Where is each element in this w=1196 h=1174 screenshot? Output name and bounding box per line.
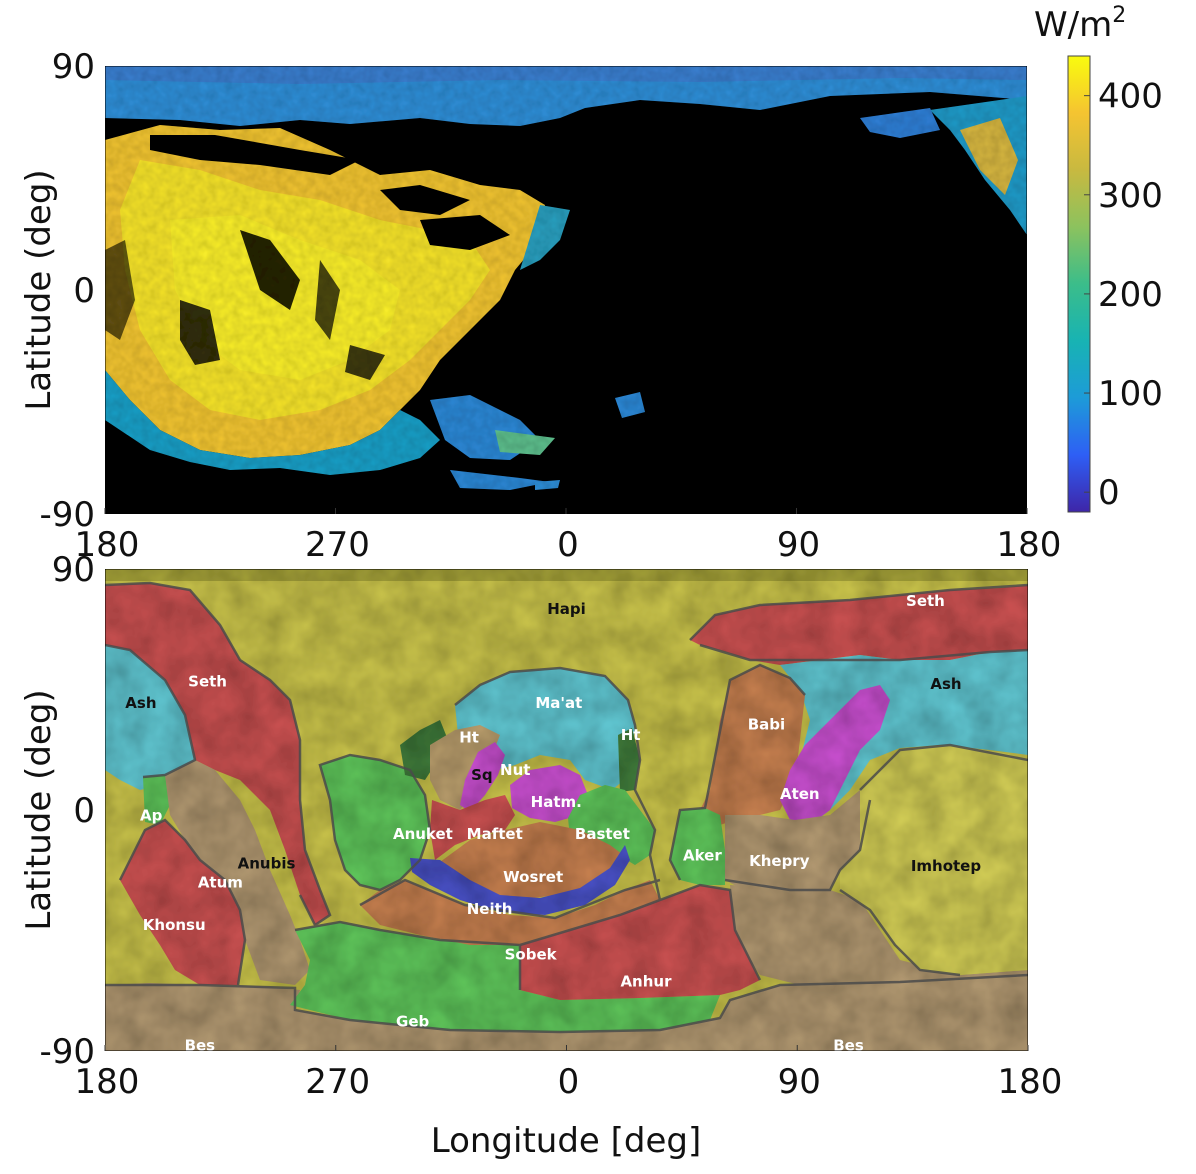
region-label-ht: Ht xyxy=(459,729,479,747)
flux-map-x-tick-label: 90 xyxy=(777,525,820,565)
region-label-seth: Seth xyxy=(188,672,227,690)
region-map-y-ticks: 90 0 -90 xyxy=(39,550,95,1072)
flux-map-x-tick-label: 270 xyxy=(305,525,370,565)
region-area-geb xyxy=(290,922,720,1032)
region-label-seth: Seth xyxy=(906,592,945,610)
region-area-atum xyxy=(165,760,310,985)
colorbar-tick-label: 100 xyxy=(1098,374,1163,414)
region-label-hapi: Hapi xyxy=(547,600,586,618)
region-area-ht-west xyxy=(400,720,448,780)
region-area-ap xyxy=(143,775,170,825)
flux-map-image xyxy=(105,66,1027,514)
flux-map-x-ticks: 180 270 0 90 180 xyxy=(75,508,1062,565)
region-label-bastet: Bastet xyxy=(575,825,630,843)
region-label-babi: Babi xyxy=(748,715,785,733)
region-map-x-tick-label: 0 xyxy=(558,1062,580,1102)
region-area-aker xyxy=(670,808,725,885)
region-area-aten xyxy=(780,685,890,825)
region-area-maftet xyxy=(430,795,515,860)
region-label-ash: Ash xyxy=(930,675,961,693)
region-label-aker: Aker xyxy=(683,847,722,865)
flux-map-y-ticks: 90 0 -90 xyxy=(39,47,95,535)
region-label-anhur: Anhur xyxy=(620,972,672,990)
region-label-khonsu: Khonsu xyxy=(143,916,206,934)
flux-map-x-tick-label: 180 xyxy=(997,525,1062,565)
region-area-hatmehit xyxy=(510,765,588,822)
colorbar: 400 300 200 100 0 W/m2 xyxy=(1034,3,1163,513)
colorbar-ticks: 400 300 200 100 0 xyxy=(1084,77,1163,513)
region-map-y-tick-label: 0 xyxy=(73,791,95,831)
region-label-khepry: Khepry xyxy=(749,852,810,870)
region-label-imhotep: Imhotep xyxy=(911,857,982,875)
flux-map-x-tick-label: 180 xyxy=(75,525,140,565)
region-label-bes: Bes xyxy=(185,1037,216,1055)
region-area-imhotep xyxy=(840,745,1028,975)
region-area-bes-east xyxy=(730,885,1028,985)
region-boundaries xyxy=(105,581,1028,1034)
region-label-bes: Bes xyxy=(833,1037,864,1055)
region-area-khonsu xyxy=(120,820,245,985)
region-area-nut xyxy=(460,742,505,812)
colorbar-tick-label: 400 xyxy=(1098,77,1163,117)
region-area-neith xyxy=(410,845,630,915)
region-label-aten: Aten xyxy=(780,785,820,803)
colorbar-tick-label: 300 xyxy=(1098,176,1163,216)
region-label-ht: Ht xyxy=(621,726,641,744)
region-map-y-tick-label: -90 xyxy=(39,1032,95,1072)
region-map-image xyxy=(105,569,1028,1051)
region-area-ash-west xyxy=(105,645,195,790)
region-label-ap: Ap xyxy=(140,806,163,824)
region-label-nut: Nut xyxy=(500,761,530,779)
region-area-wosret xyxy=(440,822,630,900)
region-map-x-tick-label: 180 xyxy=(998,1062,1063,1102)
flux-map-y-tick-label: 0 xyxy=(73,271,95,311)
colorbar-tick-label: 200 xyxy=(1098,275,1163,315)
region-map-y-tick-label: 90 xyxy=(52,550,95,590)
region-shapes xyxy=(105,569,1028,1051)
region-label-neith: Neith xyxy=(467,900,513,918)
region-label-hatm: Hatm. xyxy=(531,793,582,811)
region-area-khepry xyxy=(725,790,870,890)
region-area-babi xyxy=(680,665,805,850)
flux-map-y-axis-label: Latitude (deg) xyxy=(19,169,59,410)
region-map-x-axis-label: Longitude [deg] xyxy=(431,1121,702,1161)
region-map-y-axis-label: Latitude (deg) xyxy=(19,689,59,930)
colorbar-unit: W/m2 xyxy=(1034,3,1126,45)
region-area-bes xyxy=(105,975,1028,1051)
region-label-sq: Sq xyxy=(471,766,493,784)
flux-map-panel: 180 270 0 90 180 90 0 -90 Latitude (deg) 400 30… xyxy=(19,3,1163,565)
flux-illuminated-area xyxy=(105,66,1027,490)
colorbar-tick-label: 0 xyxy=(1098,473,1120,513)
region-map-x-tick-label: 90 xyxy=(778,1062,821,1102)
region-area-ht-east xyxy=(618,728,640,792)
region-label-sobek: Sobek xyxy=(505,946,558,964)
region-area-sq xyxy=(430,725,500,810)
colorbar-gradient xyxy=(1067,55,1091,513)
region-area-sobek xyxy=(360,880,660,945)
region-map-x-ticks: 180 270 0 90 180 xyxy=(75,1045,1063,1102)
region-map-x-tick-label: 270 xyxy=(305,1062,370,1102)
region-area-anuket xyxy=(320,755,430,890)
region-area-seth-west xyxy=(105,583,330,925)
region-label-wosret: Wosret xyxy=(503,868,563,886)
flux-map-y-tick-label: -90 xyxy=(39,495,95,535)
region-area-anhur xyxy=(520,885,760,1000)
region-label-anuket: Anuket xyxy=(393,825,453,843)
region-label-anubis: Anubis xyxy=(238,855,296,873)
region-label-maat: Ma'at xyxy=(535,694,582,712)
region-label-ash: Ash xyxy=(125,694,156,712)
region-label-maftet: Maftet xyxy=(467,825,523,843)
region-map-x-tick-label: 180 xyxy=(75,1062,140,1102)
flux-map-y-tick-label: 90 xyxy=(52,47,95,87)
flux-map-x-tick-label: 0 xyxy=(557,525,579,565)
region-label-atum: Atum xyxy=(198,873,243,891)
region-label-geb: Geb xyxy=(396,1013,429,1031)
